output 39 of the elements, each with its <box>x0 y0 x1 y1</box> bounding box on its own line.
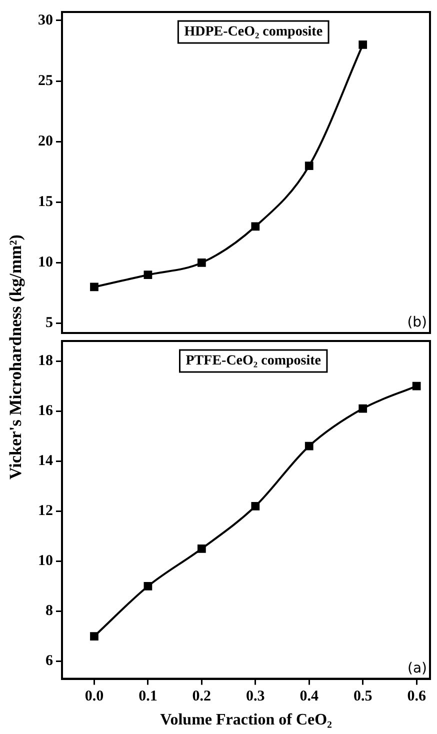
point <box>197 544 206 553</box>
x-tick-label: 0.3 <box>246 688 265 705</box>
y-tick-label: 8 <box>46 603 53 620</box>
y-tick-label: 12 <box>38 503 53 520</box>
point <box>197 258 206 267</box>
x-tick-label: 0.2 <box>192 688 212 705</box>
point <box>251 222 260 231</box>
y-tick-label: 16 <box>38 402 54 419</box>
point <box>90 282 98 292</box>
point <box>304 442 314 450</box>
point <box>251 502 260 510</box>
annotation: (b) <box>407 314 427 331</box>
y-tick-label: 14 <box>38 452 54 469</box>
point <box>90 632 98 640</box>
annotation: (a) <box>407 660 427 676</box>
point <box>358 404 368 413</box>
y-tick-label: 20 <box>38 133 53 150</box>
x-axis-title: Volume Fraction of CeO₂ <box>160 712 332 729</box>
annotation: PTFE-CeO₂ composite <box>186 354 321 369</box>
y-tick-label: 6 <box>46 653 54 670</box>
annotation: HDPE-CeO₂ composite <box>184 24 323 40</box>
y-tick-label: 30 <box>38 12 53 28</box>
point <box>144 582 152 590</box>
x-tick-label: 0.0 <box>84 688 104 705</box>
point <box>304 162 314 170</box>
point <box>412 382 421 390</box>
y-tick-label: 10 <box>38 553 53 570</box>
point <box>358 40 368 49</box>
x-tick-label: 0.6 <box>407 688 426 705</box>
y-tick-label: 5 <box>46 315 53 332</box>
x-tick-label: 0.5 <box>353 688 372 705</box>
y-tick-label: 15 <box>38 194 53 210</box>
y-tick-label: 18 <box>38 352 53 369</box>
x-tick-label: 0.4 <box>300 688 319 705</box>
y-tick-label: 10 <box>38 254 53 271</box>
y-axis-title: Vicker's Microhardness (kg/mm²) <box>6 234 26 480</box>
point <box>144 270 152 280</box>
y-tick-label: 25 <box>38 72 53 89</box>
x-tick-label: 0.1 <box>138 688 158 705</box>
